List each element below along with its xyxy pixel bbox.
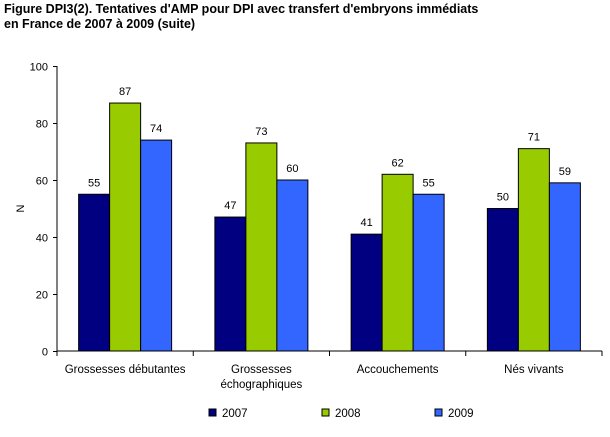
bar-2008 — [381, 173, 414, 352]
bar-2007 — [350, 233, 383, 352]
legend-swatch-2007 — [208, 408, 217, 417]
bar-2007 — [486, 208, 519, 352]
data-label-2008: 73 — [255, 126, 267, 138]
bar-2007 — [78, 193, 111, 352]
bar-2008 — [109, 102, 142, 352]
data-label-2008: 71 — [528, 132, 540, 144]
x-axis: Grossesses débutantes Grossesses échograph… — [56, 350, 603, 391]
bar-2009 — [276, 179, 309, 352]
y-axis: 0 20 40 60 80 100 N — [15, 62, 58, 359]
chart-title-line-1: Figure DPI3(2). Tentatives d'AMP pour DP… — [4, 2, 479, 16]
data-label-2007: 47 — [224, 200, 236, 212]
data-label-2007: 41 — [361, 217, 373, 229]
legend-swatch-2008 — [321, 408, 330, 417]
x-tick-label: Nés vivants — [504, 364, 564, 376]
data-label-2009: 74 — [150, 123, 162, 135]
bar-2008 — [517, 148, 550, 352]
bar-2007 — [214, 216, 247, 352]
y-tick-label: 100 — [30, 62, 48, 74]
y-tick-label: 40 — [36, 233, 48, 245]
y-tick-label: 60 — [36, 176, 48, 188]
y-tick-label: 80 — [36, 119, 48, 131]
legend-label-2009: 2009 — [448, 408, 474, 420]
legend-swatch-2009 — [434, 408, 443, 417]
data-label-2007: 50 — [497, 192, 509, 204]
data-label-2009: 59 — [559, 166, 571, 178]
chart-title-line-2: en France de 2007 à 2009 (suite) — [4, 17, 196, 31]
data-label-2008: 62 — [392, 157, 404, 169]
legend: 2007 2008 2009 — [208, 408, 474, 420]
x-tick-label: Grossesses débutantes — [65, 364, 186, 376]
data-label-2009: 55 — [423, 177, 435, 189]
y-axis-title: N — [15, 204, 27, 212]
x-tick-label: Grossesses échographiques — [220, 364, 302, 391]
data-label-2009: 60 — [286, 163, 298, 175]
bar-2009 — [412, 193, 445, 352]
y-tick-label: 20 — [36, 290, 48, 302]
bars — [78, 102, 581, 352]
bar-2008 — [245, 142, 278, 352]
chart-title: Figure DPI3(2). Tentatives d'AMP pour DP… — [4, 2, 604, 32]
data-label-2007: 55 — [88, 177, 100, 189]
legend-label-2007: 2007 — [222, 408, 248, 420]
bar-2009 — [140, 139, 173, 352]
data-labels: 55 87 74 47 73 60 41 62 55 50 71 59 — [88, 86, 571, 229]
y-tick-label: 0 — [42, 347, 48, 359]
bar-2009 — [548, 182, 581, 352]
data-label-2008: 87 — [119, 86, 131, 98]
legend-label-2008: 2008 — [335, 408, 361, 420]
x-tick-label: Accouchements — [357, 364, 439, 376]
